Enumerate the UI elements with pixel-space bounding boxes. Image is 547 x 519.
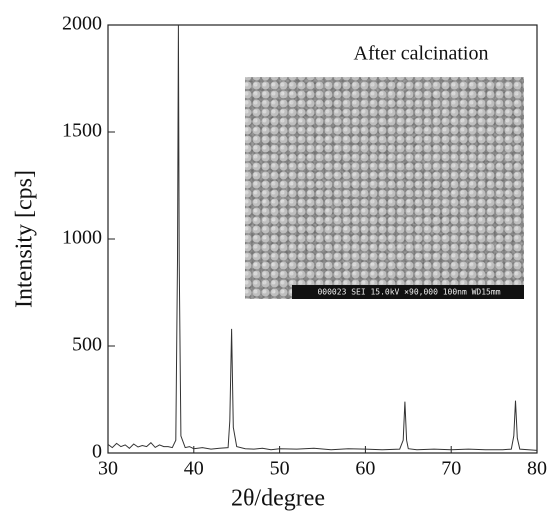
y-tick-label: 0 xyxy=(92,441,102,463)
x-tick-label: 70 xyxy=(441,458,461,480)
x-tick-label: 30 xyxy=(98,458,118,480)
x-tick-label: 50 xyxy=(270,458,290,480)
y-tick-label: 1000 xyxy=(62,227,102,249)
inset-caption: 000023 SEI 15.0kV ×90,000 100nm WD15mm xyxy=(317,288,500,297)
y-tick-label: 2000 xyxy=(62,13,102,35)
y-tick-label: 1500 xyxy=(62,120,102,142)
x-tick-label: 60 xyxy=(355,458,375,480)
x-axis-label: 2θ/degree xyxy=(231,486,325,512)
x-tick-label: 40 xyxy=(184,458,204,480)
x-tick-label: 80 xyxy=(527,458,547,480)
y-tick-label: 500 xyxy=(72,334,102,356)
annotation: After calcination xyxy=(354,43,489,65)
y-axis-label: Intensity [cps] xyxy=(12,170,38,308)
data-line xyxy=(107,24,538,451)
inset-image xyxy=(245,77,524,299)
